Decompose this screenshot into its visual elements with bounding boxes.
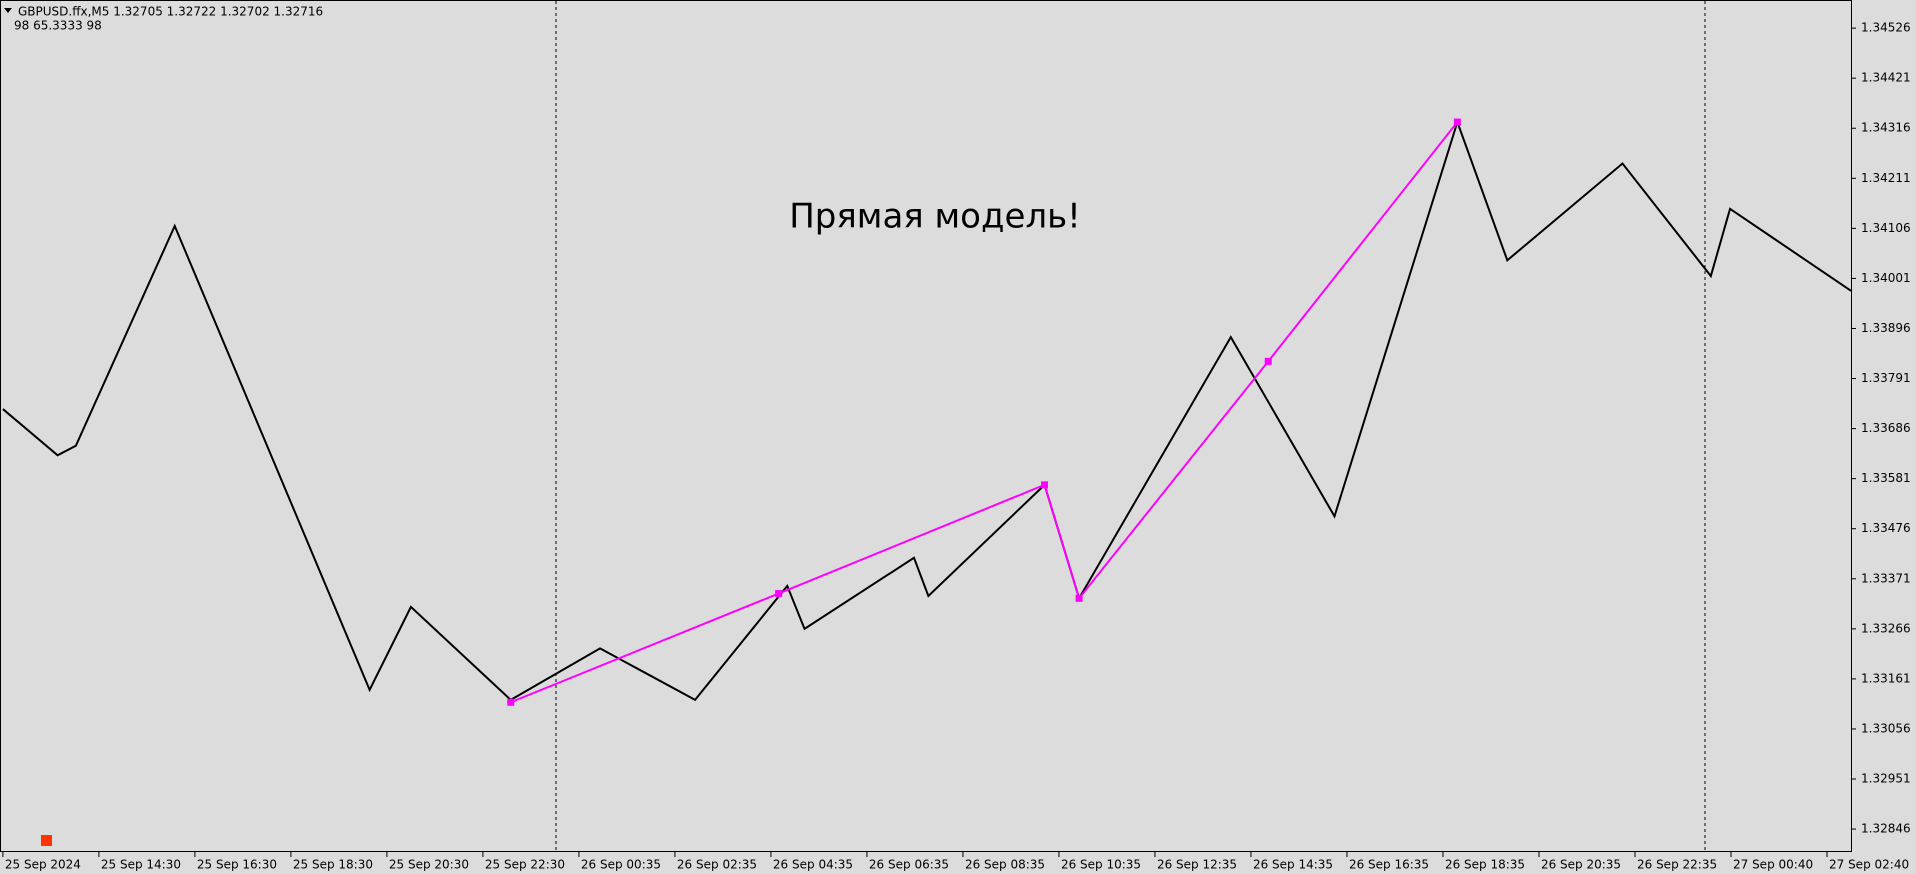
x-tick-label: 26 Sep 20:35 [1541, 858, 1621, 872]
y-tick-label: 1.33896 [1861, 321, 1911, 335]
x-tick-label: 26 Sep 18:35 [1445, 858, 1525, 872]
x-tick-label: 25 Sep 18:30 [293, 858, 373, 872]
x-tick-label: 27 Sep 02:40 [1829, 858, 1909, 872]
x-tick-label: 25 Sep 14:30 [101, 858, 181, 872]
x-tick-label: 26 Sep 02:35 [677, 858, 757, 872]
x-tick-label: 26 Sep 14:35 [1253, 858, 1333, 872]
y-tick-label: 1.34211 [1861, 171, 1911, 185]
plot-frame [0, 0, 1852, 852]
y-tick-label: 1.33581 [1861, 471, 1911, 485]
line [2, 118, 1852, 702]
subheader: 98 65.3333 98 [14, 19, 102, 33]
y-tick-label: 1.33371 [1861, 571, 1911, 585]
y-tick-label: 1.34106 [1861, 221, 1911, 235]
point [1264, 357, 1272, 365]
point [1453, 118, 1461, 126]
x-tick-label: 26 Sep 08:35 [965, 858, 1045, 872]
y-tick-label: 1.33476 [1861, 521, 1911, 535]
x-tick-label: 26 Sep 22:35 [1637, 858, 1717, 872]
x-tick-label: 25 Sep 16:30 [197, 858, 277, 872]
x-tick-label: 27 Sep 00:40 [1733, 858, 1813, 872]
x-tick-label: 26 Sep 06:35 [869, 858, 949, 872]
y-tick-label: 1.32846 [1861, 822, 1911, 836]
point [775, 590, 783, 598]
x-tick-label: 25 Sep 20:30 [389, 858, 469, 872]
header-arrow [4, 8, 12, 13]
y-tick-label: 1.33686 [1861, 421, 1911, 435]
annotation: Прямая модель! [789, 197, 1081, 237]
status-marker [41, 835, 52, 846]
y-tick-label: 1.33791 [1861, 371, 1911, 385]
y-tick-label: 1.34316 [1861, 121, 1911, 135]
point [1075, 594, 1083, 602]
header: GBPUSD.ffx,M5 1.32705 1.32722 1.32702 1.… [18, 5, 323, 19]
y-tick-label: 1.34001 [1861, 271, 1911, 285]
x-tick-label: 26 Sep 10:35 [1061, 858, 1141, 872]
x-tick-label: 26 Sep 04:35 [773, 858, 853, 872]
x-tick-label: 26 Sep 16:35 [1349, 858, 1429, 872]
y-tick-label: 1.34421 [1861, 71, 1911, 85]
y-tick-label: 1.33161 [1861, 671, 1911, 685]
y-tick-label: 1.34526 [1861, 21, 1911, 35]
x-tick-label: 25 Sep 22:30 [485, 858, 565, 872]
y-tick-label: 1.32951 [1861, 772, 1911, 786]
x-tick-label: 26 Sep 12:35 [1157, 858, 1237, 872]
x-tick-label: 26 Sep 00:35 [581, 858, 661, 872]
y-tick-label: 1.33266 [1861, 621, 1911, 635]
point [507, 698, 515, 706]
point [1041, 481, 1049, 489]
x-tick-label: 25 Sep 2024 [5, 858, 81, 872]
y-tick-label: 1.33056 [1861, 721, 1911, 735]
line [510, 121, 1459, 704]
